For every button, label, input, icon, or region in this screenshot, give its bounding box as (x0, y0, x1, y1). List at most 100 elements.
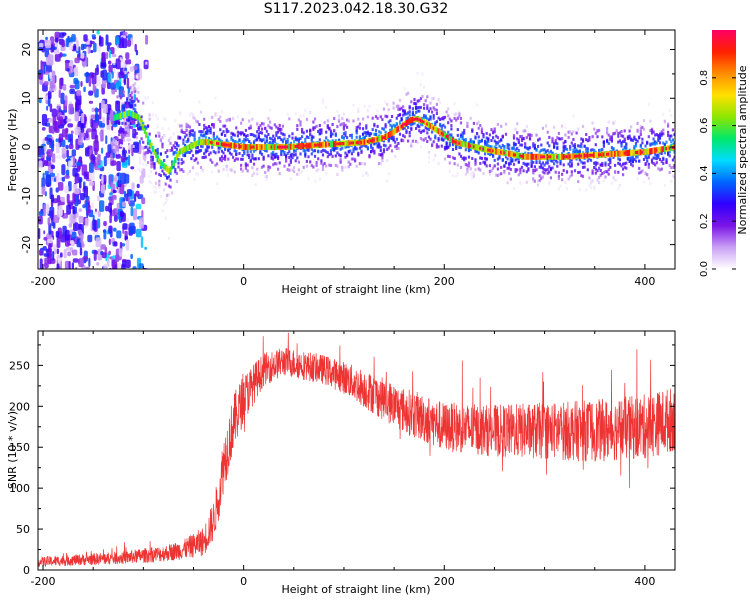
ridge-peak-cell (636, 151, 640, 154)
ridge-core-cell (490, 147, 493, 154)
noise-cell (125, 52, 130, 60)
ridge-halo-cell (199, 166, 203, 169)
ridge-halo-cell (445, 142, 448, 146)
noise-cell (106, 116, 110, 126)
ridge-halo-cell (321, 163, 325, 167)
ridge-halo-cell (657, 153, 660, 157)
ridge-halo-cell (254, 138, 257, 142)
ridge-halo-cell (495, 173, 498, 177)
ridge-halo-cell (346, 154, 349, 158)
ridge-halo-cell (496, 141, 499, 145)
ridge-halo-cell (183, 135, 187, 139)
ridge-halo-cell (137, 90, 140, 94)
ridge-halo-cell (273, 162, 276, 166)
ridge-core-cell (195, 140, 198, 147)
ridge-halo-cell (405, 117, 408, 121)
ridge-halo-cell (601, 172, 604, 175)
ridge-halo-cell (370, 145, 373, 149)
noise-cell (44, 95, 49, 101)
ridge-halo-cell (657, 156, 660, 159)
ridge-halo-cell (182, 153, 185, 157)
ridge-halo-cell (416, 106, 419, 110)
noise-cell (39, 258, 43, 269)
ridge-halo-cell (561, 178, 564, 182)
noise-cell (115, 153, 121, 159)
ridge-core-cell (241, 143, 244, 150)
ridge-halo-cell (273, 139, 276, 143)
ridge-core-cell (198, 139, 201, 146)
ridge-halo-cell (535, 168, 538, 172)
ridge-halo-cell (368, 155, 371, 159)
ridge-core-cell (151, 145, 155, 152)
noise-cell (145, 34, 149, 45)
noise-cell (97, 210, 101, 218)
ridge-halo-cell (601, 135, 604, 139)
ridge-halo-cell (190, 157, 193, 161)
ridge-halo-cell (496, 173, 499, 177)
ridge-halo-cell (419, 145, 422, 149)
ridge-halo-cell (291, 136, 294, 140)
ridge-halo-cell (588, 136, 591, 139)
ridge-halo-cell (318, 128, 321, 132)
ridge-halo-cell (164, 182, 167, 186)
ridge-peak-cell (222, 142, 226, 146)
ridge-halo-cell (626, 157, 629, 161)
ridge-halo-cell (153, 166, 156, 170)
ridge-core-cell (233, 142, 236, 149)
ridge-peak-cell (352, 141, 356, 145)
noise-cell (82, 256, 88, 261)
y-tick-label: 150 (9, 441, 30, 454)
ridge-halo-cell (440, 117, 443, 121)
ridge-halo-cell (607, 172, 610, 176)
ridge-halo-cell (464, 148, 467, 152)
ridge-halo-cell (333, 148, 336, 152)
noise-cell (99, 108, 102, 120)
ridge-halo-cell (166, 193, 169, 197)
ridge-halo-cell (318, 138, 321, 142)
ridge-halo-cell (564, 145, 567, 148)
ridge-halo-cell (175, 179, 178, 183)
ridge-core-cell (153, 148, 156, 155)
ridge-core-cell (132, 112, 135, 118)
ridge-halo-cell (224, 154, 227, 158)
ridge-halo-cell (589, 186, 593, 190)
ridge-halo-cell (366, 147, 369, 151)
noise-cell (95, 237, 102, 248)
ridge-halo-cell (623, 146, 626, 150)
ridge-peak-cell (469, 144, 473, 148)
ridge-core-cell (272, 144, 275, 151)
ridge-halo-cell (336, 146, 339, 150)
noise-cell (80, 43, 85, 51)
ridge-peak-cell (479, 146, 483, 150)
ridge-core-cell (158, 158, 161, 165)
ridge-halo-cell (431, 97, 434, 101)
ridge-halo-cell (379, 153, 382, 157)
ridge-peak-cell (339, 142, 343, 146)
noise-cell (60, 92, 65, 105)
ridge-halo-cell (620, 144, 623, 148)
noise-cell (86, 128, 92, 133)
noise-cell (62, 128, 68, 138)
ridge-peak-cell (252, 145, 256, 149)
noise-cell (129, 200, 135, 207)
ridge-halo-cell (573, 169, 577, 173)
ridge-core-cell (185, 145, 188, 152)
ridge-halo-cell (432, 116, 435, 120)
ridge-halo-cell (232, 117, 235, 121)
ridge-halo-cell (520, 165, 524, 169)
noise-cell (44, 71, 50, 75)
ridge-halo-cell (373, 151, 376, 155)
ridge-halo-cell (394, 124, 397, 128)
ridge-halo-cell (379, 162, 382, 166)
noise-cell (55, 138, 59, 143)
ridge-halo-cell (355, 126, 358, 130)
ridge-halo-cell (262, 164, 265, 168)
ridge-core-cell (484, 146, 487, 153)
ridge-peak-cell (580, 154, 584, 158)
ridge-halo-cell (580, 160, 583, 164)
noise-cell (76, 40, 79, 52)
noise-cell (103, 229, 107, 240)
ridge-core-cell (450, 136, 453, 143)
ridge-halo-cell (249, 150, 252, 154)
ridge-core-cell (299, 143, 302, 150)
